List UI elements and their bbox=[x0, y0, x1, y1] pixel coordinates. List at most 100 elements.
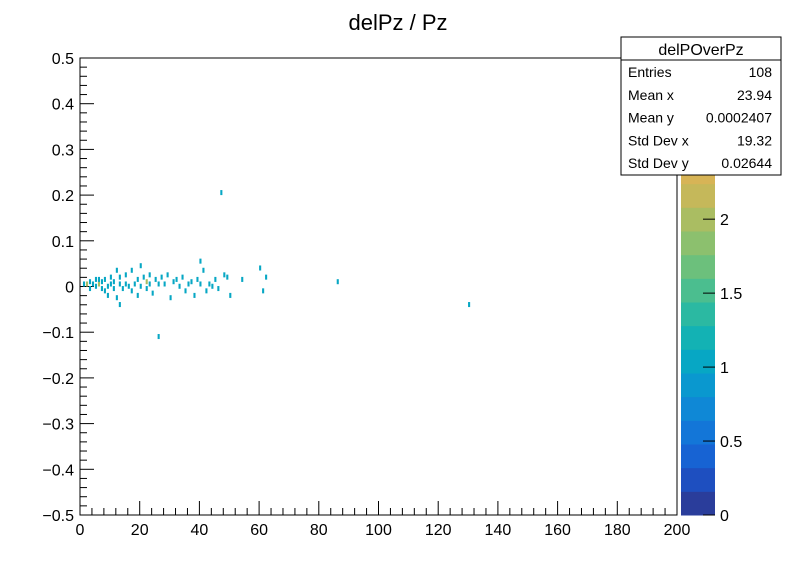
data-cell bbox=[118, 281, 121, 287]
data-cell bbox=[151, 290, 154, 296]
data-cell bbox=[142, 274, 145, 280]
data-cell bbox=[103, 276, 106, 282]
colorbar-band bbox=[681, 373, 715, 398]
data-cell bbox=[139, 283, 142, 289]
data-cell bbox=[88, 286, 92, 292]
data-cell bbox=[196, 276, 199, 282]
data-cell bbox=[220, 190, 223, 196]
data-cell bbox=[166, 272, 169, 278]
data-cell bbox=[121, 286, 124, 292]
data-cell bbox=[223, 272, 226, 278]
data-cell bbox=[106, 283, 109, 289]
stats-row-value: 0.0002407 bbox=[706, 110, 772, 126]
stats-row-value: 0.02644 bbox=[721, 155, 772, 171]
colorbar-band bbox=[681, 325, 715, 350]
data-cell bbox=[85, 281, 89, 287]
data-cell bbox=[226, 274, 229, 280]
data-cell bbox=[136, 292, 139, 298]
data-cell bbox=[265, 274, 268, 280]
data-cell bbox=[130, 288, 133, 294]
data-cell bbox=[100, 279, 103, 285]
data-cell bbox=[169, 295, 172, 301]
data-cell bbox=[112, 286, 115, 292]
data-cell bbox=[163, 281, 166, 287]
colorbar-tick-label: 0.5 bbox=[720, 434, 742, 451]
data-cell bbox=[115, 295, 118, 301]
data-cell bbox=[124, 272, 127, 278]
colorbar-tick-label: 2 bbox=[720, 212, 729, 229]
x-tick-label: 80 bbox=[310, 522, 328, 539]
data-cell bbox=[184, 288, 187, 294]
y-tick-label: −0.1 bbox=[42, 325, 74, 342]
data-cell bbox=[214, 276, 217, 282]
data-cell bbox=[145, 286, 148, 292]
data-cell bbox=[94, 276, 98, 282]
x-tick-label: 100 bbox=[365, 522, 392, 539]
x-tick-label: 120 bbox=[425, 522, 452, 539]
data-cell bbox=[127, 283, 130, 289]
data-cell bbox=[82, 281, 86, 287]
stats-row-label: Mean y bbox=[628, 110, 674, 126]
data-cell bbox=[154, 276, 157, 282]
y-tick-label: 0.2 bbox=[52, 188, 74, 205]
data-cell bbox=[112, 279, 115, 285]
data-cell bbox=[124, 281, 127, 287]
stats-row-label: Std Dev y bbox=[628, 155, 689, 171]
data-cell bbox=[109, 281, 112, 287]
data-cell bbox=[241, 276, 244, 282]
data-cell bbox=[88, 279, 92, 285]
data-cell bbox=[199, 281, 202, 287]
data-cell bbox=[115, 267, 118, 273]
stats-row-label: Entries bbox=[628, 64, 672, 80]
y-tick-label: −0.2 bbox=[42, 371, 74, 388]
y-tick-label: 0.4 bbox=[52, 97, 74, 114]
data-cell bbox=[259, 265, 262, 271]
x-tick-label: 0 bbox=[76, 522, 85, 539]
data-cell bbox=[175, 276, 178, 282]
chart-title: delPz / Pz bbox=[348, 10, 447, 35]
y-tick-label: −0.3 bbox=[42, 417, 74, 434]
data-cell bbox=[172, 279, 175, 285]
data-cell bbox=[205, 288, 208, 294]
data-cell bbox=[208, 281, 211, 287]
colorbar-tick-label: 0 bbox=[720, 508, 729, 525]
data-cell bbox=[211, 283, 214, 289]
data-cell bbox=[148, 281, 151, 287]
y-tick-label: 0 bbox=[65, 280, 74, 297]
stats-row-value: 19.32 bbox=[737, 132, 772, 148]
x-tick-label: 40 bbox=[191, 522, 209, 539]
colorbar-band bbox=[681, 254, 715, 279]
data-cell bbox=[181, 274, 184, 280]
data-cell bbox=[217, 286, 220, 292]
data-cell bbox=[97, 281, 100, 287]
colorbar-band bbox=[681, 278, 715, 303]
data-cell bbox=[193, 292, 196, 298]
x-tick-label: 160 bbox=[544, 522, 571, 539]
y-axis: 0.5 0.4 0.3 0.2 0.1 0 −0.1 −0.2 −0.3 −0.4 −0.5 bbox=[42, 51, 94, 525]
data-cell bbox=[133, 281, 136, 287]
colorbar-band bbox=[681, 302, 715, 327]
x-tick-label: 20 bbox=[131, 522, 149, 539]
y-tick-label: 0.1 bbox=[52, 234, 74, 251]
stats-row-label: Std Dev x bbox=[628, 132, 689, 148]
y-tick-label: 0.3 bbox=[52, 142, 74, 159]
y-tick-label: −0.5 bbox=[42, 508, 74, 525]
data-cell bbox=[468, 302, 471, 308]
data-cell bbox=[157, 281, 160, 287]
colorbar-band bbox=[681, 231, 715, 256]
data-cell bbox=[109, 274, 112, 280]
x-tick-label: 200 bbox=[664, 522, 691, 539]
colorbar: 0 0.5 1 1.5 2 bbox=[681, 160, 742, 525]
data-cell bbox=[118, 302, 121, 308]
x-axis: 0 20 40 60 80 100 120 140 160 180 200 bbox=[76, 501, 691, 539]
colorbar-tick-label: 1.5 bbox=[720, 286, 742, 303]
data-cell bbox=[160, 274, 163, 280]
data-cell bbox=[178, 283, 181, 289]
colorbar-band bbox=[681, 183, 715, 208]
x-tick-label: 140 bbox=[485, 522, 512, 539]
data-cell bbox=[262, 288, 265, 294]
y-tick-label: −0.4 bbox=[42, 462, 74, 479]
y-tick-label: 0.5 bbox=[52, 51, 74, 68]
